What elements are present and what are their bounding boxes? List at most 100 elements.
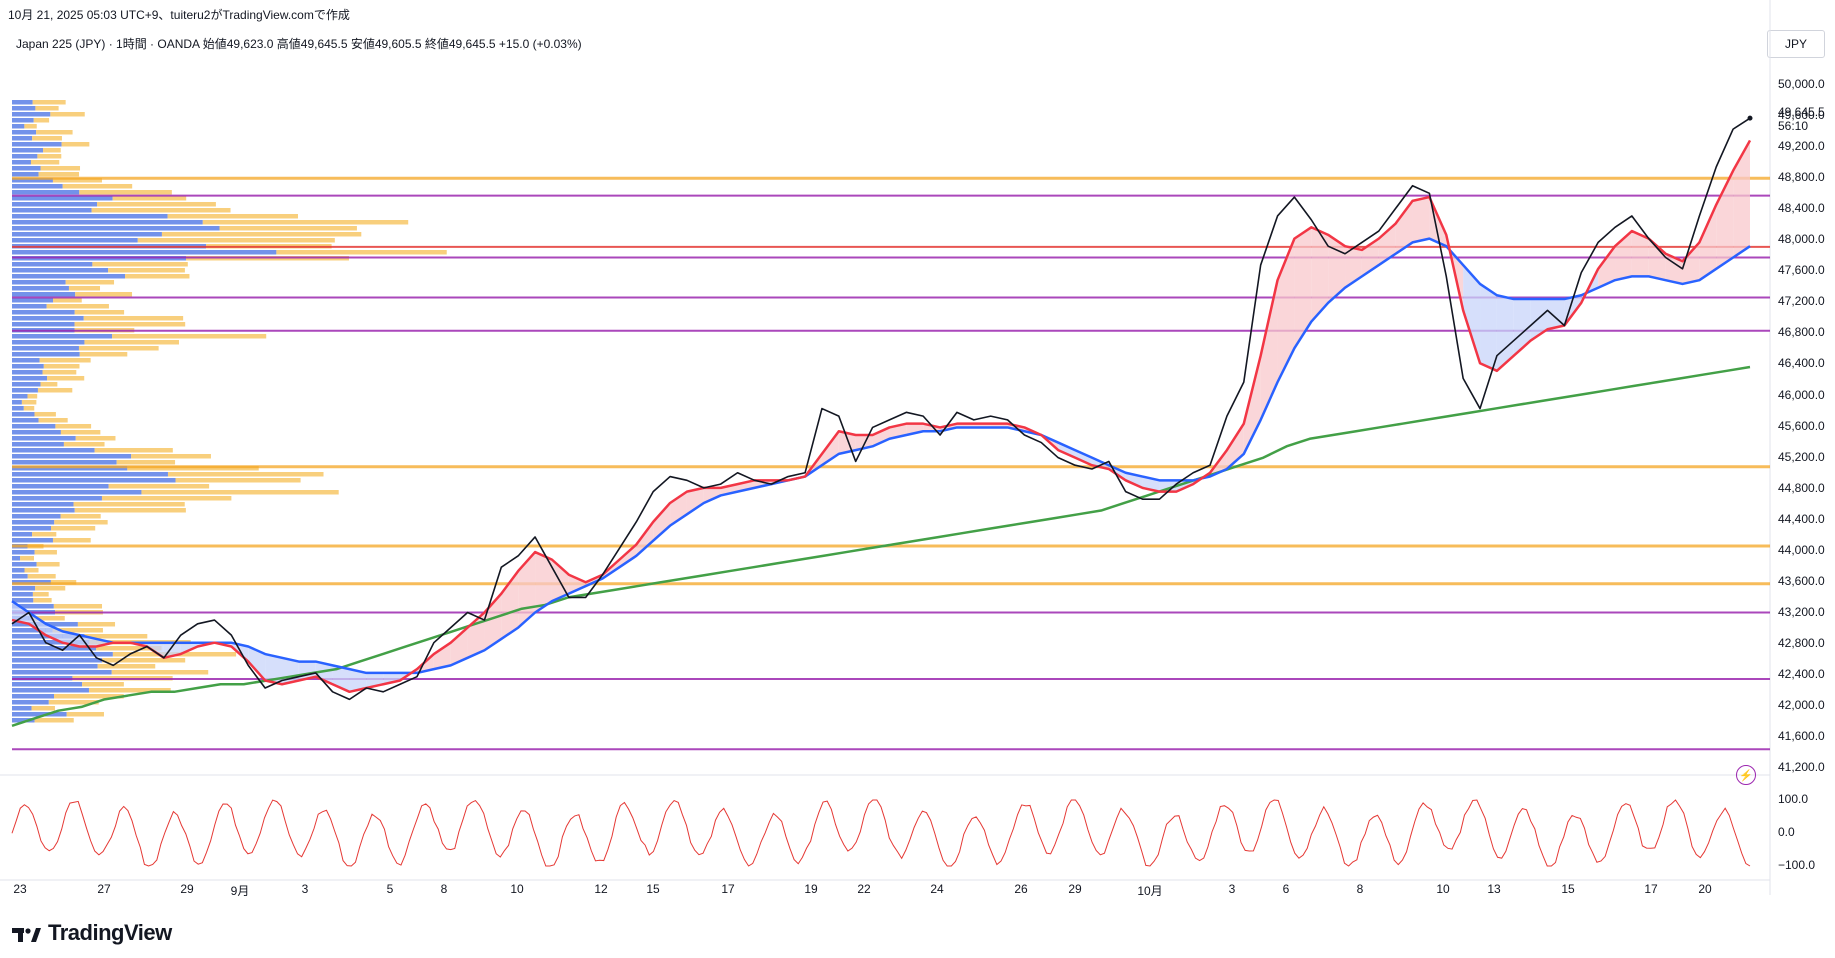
- volume-profile-bar-down: [131, 454, 211, 459]
- ema-cloud-fill: [1058, 442, 1076, 458]
- ema-cloud-fill: [1480, 283, 1497, 371]
- volume-profile-bar-up: [12, 580, 51, 585]
- volume-profile-bar-up: [12, 460, 117, 465]
- volume-profile-bar-up: [12, 274, 126, 279]
- volume-profile-bar-down: [73, 502, 185, 507]
- volume-profile-bar-down: [27, 574, 56, 579]
- volume-profile-bar-up: [12, 268, 109, 273]
- volume-profile-bar-down: [38, 172, 80, 177]
- volume-profile-bar-down: [21, 400, 37, 405]
- ema-cloud-fill: [1294, 227, 1312, 349]
- price-tick-label: 48,800.0: [1778, 170, 1825, 185]
- volume-profile-bar-down: [84, 340, 179, 345]
- oscillator-tick-label: 100.0: [1778, 792, 1809, 806]
- ema-cloud-fill: [433, 642, 451, 670]
- tradingview-logo-text: TradingView: [48, 920, 172, 945]
- price-tick-label: 43,200.0: [1778, 604, 1825, 619]
- volume-profile-bar-up: [12, 148, 44, 153]
- price-tick-label: 50,000.0: [1778, 77, 1825, 91]
- ema-cloud-fill: [315, 661, 333, 685]
- volume-profile-bar-up: [12, 202, 98, 207]
- price-tick-label: 48,400.0: [1778, 201, 1825, 216]
- volume-profile-bar-up: [12, 358, 40, 363]
- volume-profile-bar-up: [12, 370, 43, 375]
- volume-profile-bar-down: [92, 262, 188, 267]
- volume-profile-bar-down: [38, 418, 68, 423]
- volume-profile-bar-down: [39, 358, 91, 363]
- price-tick-label: 44,800.0: [1778, 480, 1825, 495]
- price-tick-label: 47,600.0: [1778, 263, 1825, 278]
- volume-profile-bar-down: [43, 364, 80, 369]
- volume-profile-bar-up: [12, 406, 24, 411]
- volume-profile-bar-down: [47, 376, 85, 381]
- ema-cloud-fill: [821, 431, 839, 466]
- volume-profile-bar-down: [61, 142, 90, 147]
- volume-profile-bar-down: [60, 430, 101, 435]
- ema-cloud-fill: [906, 423, 924, 436]
- volume-profile-bar-down: [33, 118, 50, 123]
- volume-profile-bar-down: [37, 388, 73, 393]
- volume-profile-bar-down: [108, 268, 185, 273]
- date-tick-label: 29: [180, 882, 194, 896]
- time-axis[interactable]: 23 27 29 9月 3 5 8 10 12 15 17 19 22 24 26 29 10月 3 6 8 10 13 1…: [0, 880, 1770, 900]
- date-tick-label: 10: [1436, 882, 1450, 896]
- price-tick-label: 41,200.0: [1778, 760, 1825, 775]
- volume-profile-bar-up: [12, 454, 132, 459]
- volume-profile-bar-up: [12, 304, 47, 309]
- lightning-icon[interactable]: ⚡: [1736, 765, 1756, 785]
- volume-profile-bar-up: [12, 124, 25, 129]
- date-tick-label: 8: [1356, 882, 1364, 896]
- price-tick-label: 42,400.0: [1778, 666, 1825, 681]
- volume-profile-bar-down: [83, 316, 184, 321]
- last-price-label: 49,645.5 56:10: [1778, 105, 1825, 133]
- volume-profile-bar-up: [12, 364, 44, 369]
- ema-cloud-fill: [1412, 197, 1430, 243]
- volume-profile-bar-down: [79, 190, 172, 195]
- volume-profile-bar-down: [60, 514, 101, 519]
- volume-profile-bar-up: [12, 346, 79, 351]
- volume-profile-bar-up: [12, 688, 89, 693]
- ema-cloud-fill: [619, 544, 637, 568]
- volume-profile-bar-down: [40, 382, 58, 387]
- date-tick-label: 20: [1698, 882, 1712, 896]
- date-tick-label: 29: [1068, 882, 1082, 896]
- price-tick-label: 46,400.0: [1778, 356, 1825, 371]
- ema-cloud-fill: [1345, 246, 1362, 288]
- volume-profile-bar-down: [78, 346, 159, 351]
- volume-profile-bar-up: [12, 226, 220, 231]
- volume-profile-bar-up: [12, 652, 113, 657]
- price-tick-label: 46,800.0: [1778, 325, 1825, 340]
- volume-profile-bar-down: [219, 226, 357, 231]
- long-moving-average-line: [11, 365, 1751, 727]
- ema-cloud-fill: [450, 627, 468, 666]
- symbol-legend[interactable]: Japan 225 (JPY) · 1時間 · OANDA 始値49,623.0…: [16, 37, 582, 51]
- ema-cloud-fill: [45, 623, 63, 643]
- price-axis[interactable]: 50,000.0 49,600.0 49,200.0 48,800.0 48,400.0…: [1778, 0, 1835, 880]
- volume-profile-bar-up: [12, 562, 37, 567]
- volume-profile-bar-up: [12, 178, 53, 183]
- volume-profile-bar-down: [46, 304, 109, 309]
- ema-cloud-fill: [1682, 242, 1700, 284]
- volume-profile-bar-down: [31, 706, 55, 711]
- date-tick-label: 10月: [1137, 884, 1163, 898]
- volume-profile-bar-down: [20, 556, 34, 561]
- date-tick-label: 8: [440, 882, 448, 896]
- volume-profile-bar-up: [12, 238, 138, 243]
- volume-profile-bar-down: [96, 646, 162, 651]
- price-tick-label: 44,000.0: [1778, 542, 1825, 557]
- ema-cloud-fill: [1530, 299, 1548, 341]
- volume-profile-bar-down: [108, 484, 210, 489]
- volume-profile-bar-up: [12, 286, 69, 291]
- volume-profile-bar-down: [36, 562, 60, 567]
- volume-profile-bar-up: [12, 502, 74, 507]
- price-line: [11, 117, 1751, 701]
- oscillator-tick-label: 0.0: [1778, 825, 1795, 839]
- price-tick-label: 49,200.0: [1778, 139, 1825, 154]
- volume-profile-bar-down: [77, 622, 116, 627]
- ema-cloud-fill: [265, 654, 282, 685]
- date-tick-label: 12: [594, 882, 608, 896]
- price-tick-label: 48,000.0: [1778, 232, 1825, 247]
- currency-selector[interactable]: JPY: [1767, 30, 1825, 58]
- date-tick-label: 22: [857, 882, 871, 896]
